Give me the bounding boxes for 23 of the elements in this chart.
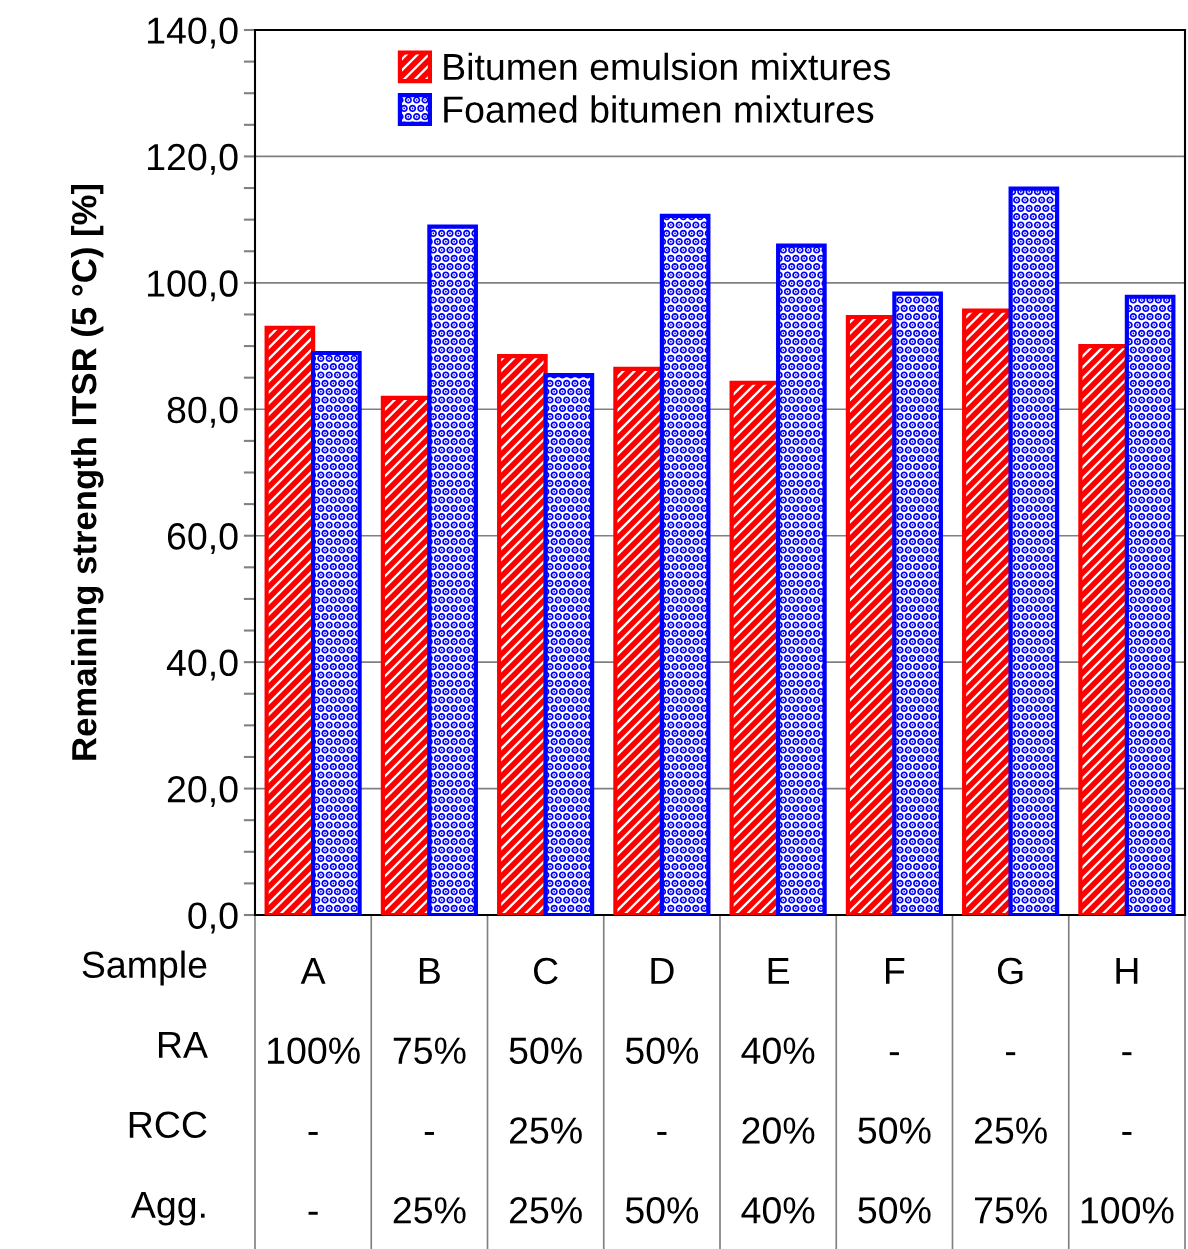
text: Agg. xyxy=(130,1191,205,1226)
y-tick-label: 120,0 xyxy=(148,143,238,175)
category-label: C 50% 25% 25% xyxy=(509,957,582,1224)
text: RCC xyxy=(129,1111,207,1139)
category-label: A 100% - - xyxy=(268,958,360,1215)
category-label: B 75% - 25% xyxy=(393,958,466,1224)
category-label: G - 25% 75% xyxy=(974,957,1047,1224)
y-axis-title: Remaining strength ITSR (5 °C) [%] xyxy=(71,184,104,760)
y-tick-label: 140,0 xyxy=(148,17,238,49)
text: RA xyxy=(158,1031,208,1058)
text: Sample xyxy=(82,950,207,986)
category-label: F - 50% 50% xyxy=(858,958,931,1224)
y-tick-label: 60,0 xyxy=(167,523,238,555)
legend-label: Bitumen emulsion mixtures xyxy=(444,52,890,81)
y-tick-label: 40,0 xyxy=(166,649,238,681)
category-label: H - - 100% xyxy=(1081,958,1174,1224)
y-tick-label: 80,0 xyxy=(167,396,238,428)
legend-label: Foamed bitumen mixtures xyxy=(444,95,874,123)
y-tick-label: 20,0 xyxy=(167,775,238,807)
y-tick-label: 100,0 xyxy=(148,270,238,302)
category-label: E 40% 20% 40% xyxy=(741,958,815,1224)
category-label: D 50% - 50% xyxy=(625,958,699,1224)
y-tick-label: 0,0 xyxy=(188,902,238,934)
